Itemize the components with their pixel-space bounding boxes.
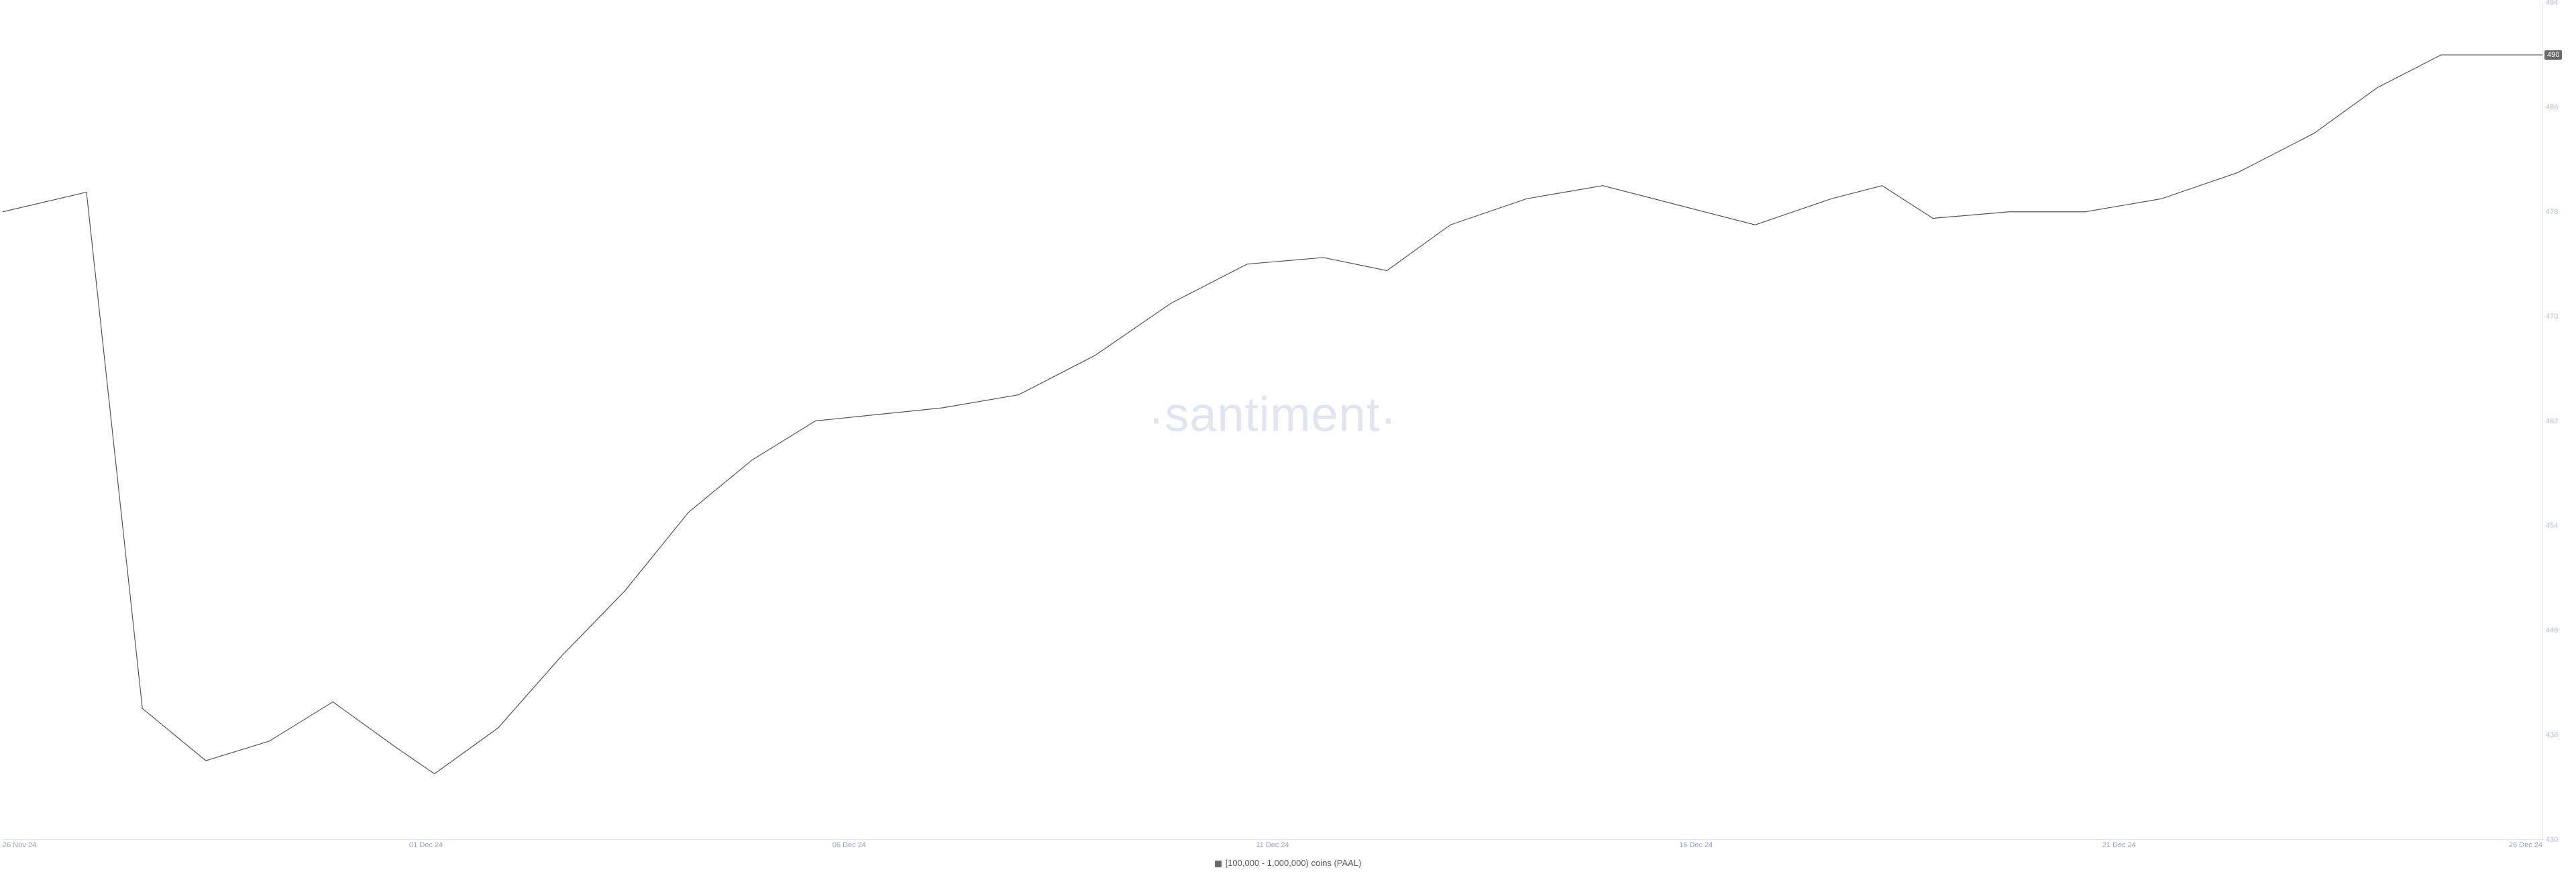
- plot-area[interactable]: ·santiment·: [3, 3, 2542, 840]
- x-tick: 16 Dec 24: [1679, 841, 1713, 849]
- y-tick: 446: [2546, 626, 2558, 635]
- legend: [100,000 - 1,000,000) coins (PAAL): [0, 858, 2576, 868]
- x-axis: 26 Nov 24 01 Dec 24 06 Dec 24 11 Dec 24 16 D…: [3, 840, 2542, 852]
- legend-swatch: [1215, 861, 1222, 867]
- line-series: [3, 3, 2542, 839]
- legend-label: [100,000 - 1,000,000) coins (PAAL): [1226, 858, 1362, 868]
- x-tick: 06 Dec 24: [833, 841, 866, 849]
- y-axis: 430438446454462470478486494490: [2542, 3, 2576, 840]
- y-tick: 478: [2546, 208, 2558, 216]
- x-tick: 26 Nov 24: [3, 841, 36, 849]
- y-tick: 454: [2546, 522, 2558, 530]
- chart-container: ·santiment· 430 438 446 454 462 470 478 486 494 4…: [0, 0, 2576, 872]
- current-value-badge: 490: [2544, 50, 2562, 60]
- x-tick: 01 Dec 24: [409, 841, 443, 849]
- y-tick: 486: [2546, 103, 2558, 111]
- y-tick: 462: [2546, 417, 2558, 425]
- x-tick: 21 Dec 24: [2102, 841, 2136, 849]
- y-tick: 470: [2546, 313, 2558, 321]
- y-tick: 494: [2546, 0, 2558, 7]
- x-tick: 26 Dec 24: [2509, 841, 2542, 849]
- y-tick: 430: [2546, 836, 2558, 844]
- y-tick: 438: [2546, 731, 2558, 739]
- x-tick: 11 Dec 24: [1256, 841, 1289, 849]
